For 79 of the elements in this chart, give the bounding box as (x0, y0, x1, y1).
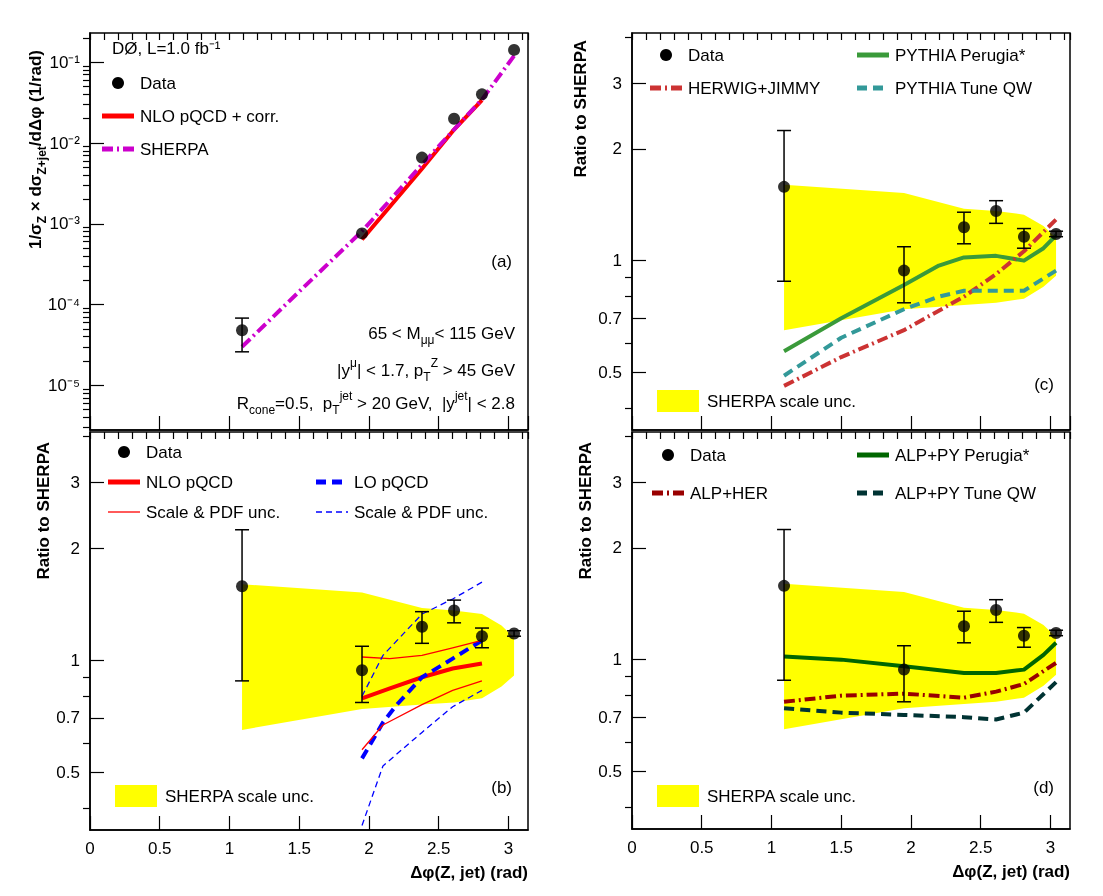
line-series (782, 268, 1059, 378)
y-tick-label: 1 (70, 650, 80, 670)
annotation: 65 < M$_{μμ}$< 115 GeV (368, 323, 516, 347)
y-tick-label: 2 (612, 139, 622, 159)
legend-label: Data (146, 442, 183, 462)
legend-label: SHERPA scale unc. (707, 786, 856, 806)
y-tick-label: 2 (70, 538, 80, 558)
point (508, 43, 521, 56)
x-tick-label: 0 (85, 839, 95, 858)
x-tick-label: 2 (906, 838, 916, 857)
y-tick-label: 3 (612, 472, 622, 492)
x-tick-label: 2.5 (968, 838, 993, 857)
x-tick-label: 1.5 (829, 838, 854, 857)
line-series (782, 640, 1059, 676)
y-tick-label: 0.7 (598, 308, 622, 328)
y-tick-label: 1 (612, 650, 622, 670)
annotation: R$_{cone}$=0.5, p$_{T}$$^{jet}$ > 20 GeV, |y$^{jet}$| < 2.8 (236, 389, 515, 417)
legend-label: SHERPA scale unc. (707, 391, 856, 411)
x-tick-label: 1.5 (287, 839, 312, 858)
line-series (361, 680, 483, 751)
y-tick-label: 0.5 (598, 362, 622, 382)
x-tick-label: 1 (224, 839, 235, 858)
point (416, 151, 428, 164)
y-tick-label: 1 (612, 251, 622, 271)
point (448, 112, 461, 125)
legend-label: ALP+PY Tune QW (895, 483, 1036, 503)
x-axis-title: Δφ(Z, jet) (rad) (952, 861, 1070, 881)
y-axis-title: Ratio to SHERPA (570, 40, 590, 178)
point (356, 227, 369, 240)
annotation: (b) (491, 777, 512, 797)
y-tick-label: 2 (612, 538, 622, 558)
y-tick-label: 10⁻³ (49, 214, 81, 234)
y-tick-label: 10⁻⁵ (48, 375, 80, 395)
y-axis-title: Ratio to SHERPA (33, 442, 53, 580)
legend-label: NLO pQCD (146, 472, 233, 492)
annotation: DØ, L=1.0 fb⁻¹ (112, 38, 221, 58)
y-tick-label: 0.5 (56, 762, 80, 782)
line-series (360, 661, 484, 701)
x-tick-label: 0 (627, 838, 637, 857)
x-tick-label: 0.5 (147, 839, 172, 858)
annotation: (d) (1033, 777, 1054, 797)
legend-label: Data (688, 45, 725, 65)
legend-label: NLO pQCD + corr. (140, 106, 280, 126)
line-series (782, 680, 1059, 722)
legend-label: LO pQCD (354, 472, 429, 492)
x-tick-label: 0.5 (689, 838, 714, 857)
line-series (361, 581, 483, 697)
line-series (361, 689, 483, 827)
y-tick-label: 0.7 (56, 708, 80, 728)
y-axis-title: Ratio to SHERPA (575, 442, 595, 580)
legend-label: ALP+PY Perugia* (895, 445, 1030, 465)
y-tick-label: 0.7 (598, 707, 622, 727)
line-series (782, 660, 1059, 704)
legend-label: ALP+HER (690, 483, 768, 503)
legend-label: Data (690, 445, 727, 465)
y-tick-label: 3 (612, 73, 622, 93)
legend-label: Scale & PDF unc. (354, 502, 489, 522)
x-axis-title: Δφ(Z, jet) (rad) (410, 862, 528, 882)
legend-label: Data (140, 73, 177, 93)
y-tick-label: 3 (70, 473, 80, 493)
point (475, 88, 488, 101)
legend-label: SHERPA (140, 139, 210, 159)
y-tick-label: 10⁻⁴ (47, 295, 80, 315)
legend-label: PYTHIA Tune QW (895, 78, 1032, 98)
x-tick-label: 1 (766, 838, 777, 857)
legend-label: Scale & PDF unc. (146, 502, 281, 522)
x-tick-label: 2.5 (426, 839, 451, 858)
legend-label: PYTHIA Perugia* (895, 45, 1026, 65)
x-tick-label: 3 (1045, 838, 1056, 857)
annotation: |y$^{μ}$| < 1.7, p$_{T}$$^{Z}$ > 45 GeV (337, 356, 516, 384)
y-tick-label: 0.5 (598, 761, 622, 781)
x-tick-label: 2 (364, 839, 374, 858)
y-tick-label: 10⁻² (49, 133, 81, 153)
annotation: (c) (1034, 374, 1054, 394)
legend-label: HERWIG+JIMMY (688, 78, 821, 98)
y-tick-label: 10⁻¹ (49, 52, 81, 72)
legend-label: SHERPA scale unc. (165, 786, 314, 806)
x-tick-label: 3 (503, 839, 514, 858)
annotation: (a) (491, 251, 512, 271)
